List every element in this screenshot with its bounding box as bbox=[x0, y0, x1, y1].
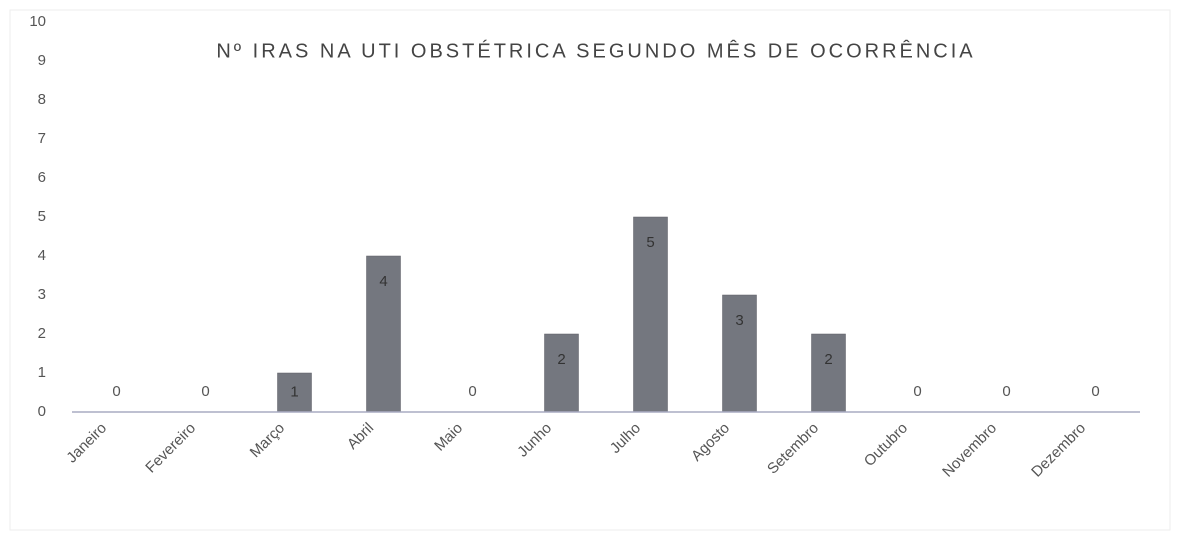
y-tick-label: 5 bbox=[38, 208, 46, 225]
x-tick-label: Junho bbox=[514, 420, 555, 461]
data-label: 0 bbox=[112, 383, 120, 400]
data-label: 0 bbox=[468, 383, 476, 400]
bar bbox=[633, 216, 668, 413]
data-label: 2 bbox=[557, 351, 565, 368]
y-tick-label: 10 bbox=[29, 13, 46, 30]
data-label: 4 bbox=[379, 273, 387, 290]
bar bbox=[366, 255, 401, 413]
x-tick-label: Fevereiro bbox=[142, 420, 199, 477]
y-tick-label: 1 bbox=[38, 364, 46, 381]
data-label: 0 bbox=[1091, 383, 1099, 400]
x-tick-label: Dezembro bbox=[1028, 420, 1089, 481]
y-tick-label: 9 bbox=[38, 52, 46, 69]
y-tick-label: 6 bbox=[38, 169, 46, 186]
x-tick-label: Maio bbox=[431, 420, 466, 455]
y-tick-label: 0 bbox=[38, 403, 46, 420]
y-tick-label: 8 bbox=[38, 91, 46, 108]
x-tick-label: Outubro bbox=[861, 420, 911, 470]
bar bbox=[544, 333, 579, 413]
y-tick-label: 2 bbox=[38, 325, 46, 342]
data-label: 5 bbox=[646, 234, 654, 251]
x-tick-label: Abril bbox=[344, 420, 377, 453]
x-tick-label: Agosto bbox=[688, 420, 733, 465]
x-tick-label: Março bbox=[247, 420, 288, 461]
y-tick-label: 3 bbox=[38, 286, 46, 303]
x-tick-label: Julho bbox=[607, 420, 644, 457]
data-label: 1 bbox=[290, 383, 298, 400]
chart-title: Nº IRAS NA UTI OBSTÉTRICA SEGUNDO MÊS DE… bbox=[216, 39, 975, 62]
data-label: 0 bbox=[201, 383, 209, 400]
x-tick-label: Janeiro bbox=[63, 420, 110, 467]
y-tick-label: 4 bbox=[38, 247, 46, 264]
data-label: 0 bbox=[913, 383, 921, 400]
data-label: 3 bbox=[735, 312, 743, 329]
bar bbox=[722, 294, 757, 413]
bar bbox=[811, 333, 846, 413]
y-tick-label: 7 bbox=[38, 130, 46, 147]
bar bbox=[277, 372, 312, 413]
x-tick-label: Novembro bbox=[939, 420, 1000, 481]
chart-border bbox=[9, 9, 1171, 531]
data-label: 2 bbox=[824, 351, 832, 368]
x-tick-label: Setembro bbox=[764, 420, 822, 478]
data-label: 0 bbox=[1002, 383, 1010, 400]
